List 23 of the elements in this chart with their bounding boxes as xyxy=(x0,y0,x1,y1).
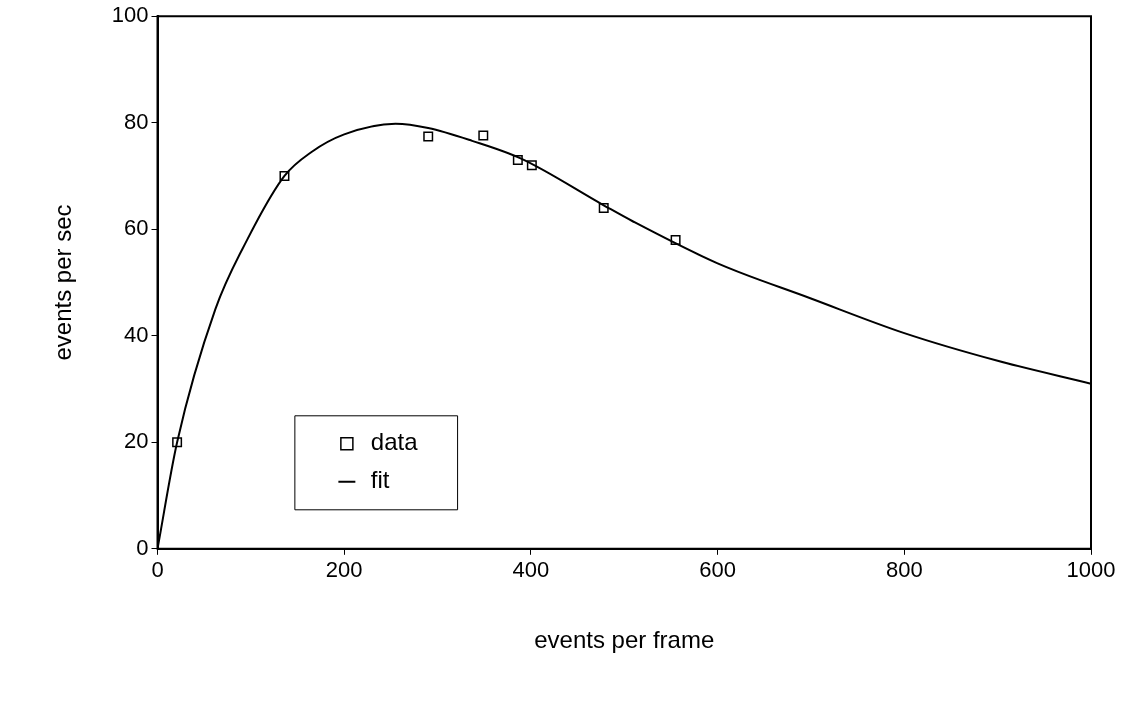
point xyxy=(478,130,489,141)
y-axis-title: events per sec xyxy=(49,204,77,361)
legend-label: data xyxy=(370,428,419,456)
y-tick-label: 40 xyxy=(124,321,149,347)
x-tick-label: 1000 xyxy=(1066,557,1116,583)
point xyxy=(279,170,290,181)
y-tick-label: 0 xyxy=(136,534,149,560)
point xyxy=(670,234,681,245)
legend-label: fit xyxy=(370,466,390,494)
x-tick-label: 600 xyxy=(699,557,736,583)
x-tick-label: 200 xyxy=(325,557,363,583)
x-tick-label: 400 xyxy=(512,557,550,583)
y-tick-label: 20 xyxy=(124,428,149,454)
y-tick-label: 100 xyxy=(111,2,149,28)
x-tick-label: 800 xyxy=(885,557,923,583)
x-axis-title: events per frame xyxy=(534,626,715,654)
point xyxy=(526,160,537,171)
y-tick-label: 80 xyxy=(124,108,149,134)
point xyxy=(423,131,434,142)
point xyxy=(172,437,183,448)
y-tick-label: 60 xyxy=(124,215,149,241)
point xyxy=(512,155,523,165)
point xyxy=(598,202,609,213)
